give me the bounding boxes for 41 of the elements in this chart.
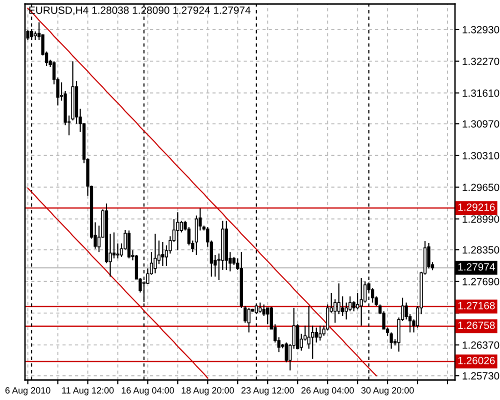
candlestick xyxy=(116,242,120,259)
y-tick-label: 1.32270 xyxy=(462,58,500,66)
y-tick-label: 1.27690 xyxy=(462,278,500,286)
candlestick xyxy=(30,28,34,41)
candlestick xyxy=(258,302,262,314)
y-tick-label: 1.28350 xyxy=(462,246,500,254)
candlestick xyxy=(34,30,37,41)
ref-line-label: 1.27168 xyxy=(458,302,495,310)
x-tick-label: 11 Aug 12:00 xyxy=(62,387,114,396)
ref-line-label: 1.26758 xyxy=(458,322,495,330)
candlestick xyxy=(154,233,157,274)
candlestick xyxy=(247,307,250,333)
candlestick xyxy=(161,241,164,267)
ref-line-label: 1.29216 xyxy=(458,203,495,211)
candlestick xyxy=(337,282,340,315)
y-tick-label: 1.28990 xyxy=(462,215,500,223)
y-tick-label: 1.25730 xyxy=(462,372,500,380)
x-tick-label: 26 Aug 04:00 xyxy=(301,387,354,396)
candlestick xyxy=(127,230,131,259)
y-tick-label: 1.26370 xyxy=(462,341,500,349)
candlestick xyxy=(318,325,322,342)
x-tick-label: 16 Aug 04:00 xyxy=(122,387,174,396)
candlestick xyxy=(262,304,266,317)
candlestick xyxy=(112,232,116,259)
x-tick-label: 18 Aug 20:00 xyxy=(182,387,234,396)
ref-line-label: 1.26026 xyxy=(458,356,495,364)
ref-line-label: 1.27974 xyxy=(458,263,495,271)
candlestick xyxy=(360,278,363,326)
y-tick-label: 1.29650 xyxy=(462,184,500,192)
y-tick-label: 1.30970 xyxy=(462,120,500,128)
candlestick xyxy=(180,220,184,233)
y-tick-label: 1.31610 xyxy=(462,89,500,97)
y-tick-label: 1.32930 xyxy=(462,26,500,34)
candlestick xyxy=(390,332,393,350)
candlestick xyxy=(356,292,360,310)
candlestick xyxy=(176,212,180,251)
x-tick-label: 23 Aug 12:00 xyxy=(241,387,294,396)
y-tick-label: 1.30310 xyxy=(462,152,500,160)
candlestick xyxy=(314,327,318,344)
x-tick-label: 6 Aug 2010 xyxy=(5,387,50,396)
x-tick-label: 30 Aug 20:00 xyxy=(361,387,414,396)
